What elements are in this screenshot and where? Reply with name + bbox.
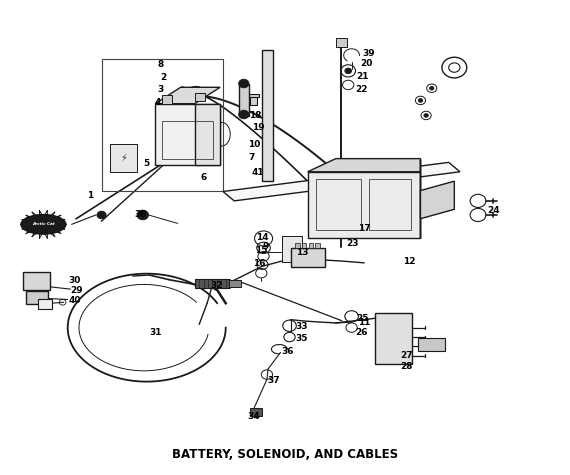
Bar bbox=[309, 243, 314, 248]
Bar bbox=[308, 172, 421, 238]
Text: 27: 27 bbox=[400, 352, 413, 361]
Polygon shape bbox=[223, 162, 460, 201]
Text: 23: 23 bbox=[347, 238, 359, 247]
Bar bbox=[110, 143, 137, 172]
Bar bbox=[336, 38, 347, 48]
Bar bbox=[250, 95, 256, 105]
Bar bbox=[38, 298, 52, 309]
Circle shape bbox=[97, 211, 106, 218]
Text: 39: 39 bbox=[362, 48, 375, 57]
Text: 24: 24 bbox=[487, 206, 500, 215]
Text: 25: 25 bbox=[357, 314, 369, 323]
Bar bbox=[162, 121, 213, 159]
Text: 4: 4 bbox=[155, 98, 161, 107]
Text: 21: 21 bbox=[357, 72, 369, 81]
Text: 22: 22 bbox=[355, 85, 368, 94]
Bar bbox=[282, 236, 302, 262]
Bar bbox=[418, 338, 445, 351]
Text: 35: 35 bbox=[296, 334, 308, 343]
Bar bbox=[316, 179, 361, 230]
Bar bbox=[291, 248, 324, 266]
Text: 29: 29 bbox=[70, 285, 83, 294]
Text: 5: 5 bbox=[144, 159, 150, 168]
Bar bbox=[375, 313, 412, 364]
Text: 32: 32 bbox=[210, 281, 222, 290]
Bar bbox=[195, 279, 199, 288]
Text: 38: 38 bbox=[135, 210, 147, 219]
Text: 15: 15 bbox=[255, 246, 267, 255]
Bar bbox=[203, 279, 208, 288]
Bar bbox=[23, 272, 50, 290]
Bar bbox=[26, 291, 48, 304]
Text: 11: 11 bbox=[358, 318, 370, 327]
Bar bbox=[208, 279, 213, 288]
Text: 13: 13 bbox=[296, 248, 308, 257]
Circle shape bbox=[418, 98, 423, 102]
Circle shape bbox=[424, 114, 429, 117]
Bar bbox=[199, 279, 203, 288]
Text: 3: 3 bbox=[158, 85, 164, 94]
Polygon shape bbox=[195, 104, 220, 165]
Text: Arctic Cat: Arctic Cat bbox=[32, 222, 55, 227]
Text: 41: 41 bbox=[251, 168, 264, 177]
Text: 34: 34 bbox=[247, 412, 260, 421]
Text: 30: 30 bbox=[68, 276, 80, 285]
Bar bbox=[155, 104, 220, 165]
Text: 17: 17 bbox=[358, 224, 370, 233]
Text: 12: 12 bbox=[403, 257, 416, 266]
Text: 6: 6 bbox=[200, 173, 206, 182]
Text: 8: 8 bbox=[158, 60, 164, 69]
Bar bbox=[213, 279, 217, 288]
Bar bbox=[101, 59, 223, 190]
Text: 10: 10 bbox=[248, 140, 260, 149]
Text: 40: 40 bbox=[68, 296, 81, 305]
Circle shape bbox=[430, 86, 434, 90]
Text: 1: 1 bbox=[87, 191, 93, 200]
Polygon shape bbox=[308, 159, 421, 172]
Text: 18: 18 bbox=[250, 111, 262, 120]
Text: 2: 2 bbox=[161, 74, 167, 82]
Text: 28: 28 bbox=[400, 362, 413, 371]
Ellipse shape bbox=[21, 215, 66, 234]
Text: 37: 37 bbox=[267, 376, 280, 385]
Text: 36: 36 bbox=[282, 347, 294, 356]
Text: 9: 9 bbox=[262, 242, 268, 251]
Bar bbox=[162, 95, 172, 104]
Circle shape bbox=[239, 110, 249, 119]
Text: 33: 33 bbox=[296, 322, 308, 331]
Text: 20: 20 bbox=[361, 59, 373, 68]
Bar bbox=[315, 243, 320, 248]
Text: 31: 31 bbox=[149, 328, 161, 337]
Text: ⚡: ⚡ bbox=[120, 152, 127, 163]
Bar bbox=[221, 279, 226, 288]
Bar bbox=[195, 279, 229, 288]
Bar bbox=[217, 279, 221, 288]
Bar bbox=[369, 179, 411, 230]
Text: 14: 14 bbox=[256, 233, 268, 242]
Bar bbox=[195, 93, 205, 101]
Text: 19: 19 bbox=[251, 123, 264, 132]
Bar bbox=[226, 279, 230, 288]
Circle shape bbox=[239, 79, 249, 88]
Polygon shape bbox=[421, 181, 454, 218]
Bar bbox=[229, 280, 241, 287]
Circle shape bbox=[345, 68, 352, 74]
Bar bbox=[262, 50, 272, 181]
Text: BATTERY, SOLENOID, AND CABLES: BATTERY, SOLENOID, AND CABLES bbox=[172, 448, 398, 461]
Bar bbox=[248, 94, 259, 97]
Bar bbox=[295, 243, 300, 248]
Polygon shape bbox=[155, 87, 220, 104]
Text: 7: 7 bbox=[248, 153, 254, 162]
Text: 16: 16 bbox=[253, 259, 266, 268]
Bar bbox=[250, 408, 262, 416]
Circle shape bbox=[137, 210, 148, 219]
Bar bbox=[239, 84, 249, 116]
Bar bbox=[302, 243, 307, 248]
Text: 26: 26 bbox=[355, 328, 368, 337]
